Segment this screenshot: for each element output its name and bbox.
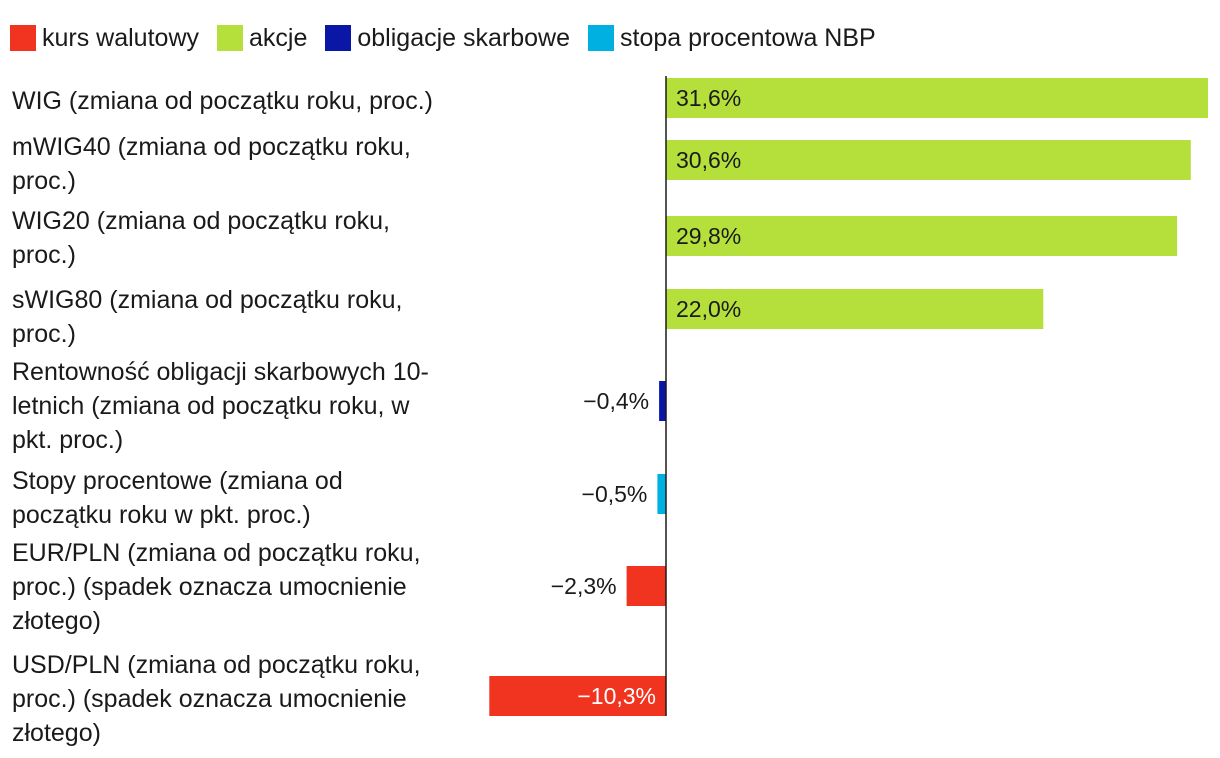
legend-item-stopa: stopa procentowa NBP [588, 24, 876, 53]
category-label-4: Rentowność obligacji skarbowych 10-letni… [12, 358, 429, 454]
bar-0 [666, 78, 1208, 118]
category-label-3: sWIG80 (zmiana od początku roku, proc.) [12, 286, 402, 348]
legend-label-kurs: kurs walutowy [42, 23, 199, 52]
bar-5 [657, 474, 666, 514]
value-label-0: 31,6% [676, 85, 741, 111]
bar-6 [626, 566, 666, 606]
legend-label-akcje: akcje [249, 23, 308, 52]
category-label-7: USD/PLN (zmiana od początku roku, proc.) … [12, 651, 421, 747]
bar-7 [489, 676, 666, 716]
bar-2 [666, 216, 1178, 256]
category-label-5: Stopy procentowe (zmiana od początku roku… [12, 467, 343, 529]
bar-4 [659, 381, 666, 421]
legend-label-obligacje: obligacje skarbowe [357, 23, 570, 52]
value-label-7: −10,3% [577, 683, 656, 709]
category-label-2: WIG20 (zmiana od początku roku, proc.) [12, 207, 390, 269]
value-label-2: 29,8% [676, 223, 741, 249]
value-label-4: −0,4% [583, 388, 649, 414]
legend-item-kurs: kurs walutowy [10, 24, 199, 53]
value-label-3: 22,0% [676, 296, 741, 322]
category-label-6: EUR/PLN (zmiana od początku roku, proc.) … [12, 539, 421, 635]
legend-swatch-akcje [217, 25, 243, 51]
value-label-6: −2,3% [551, 573, 617, 599]
category-label-0: WIG (zmiana od początku roku, proc.) [12, 87, 433, 115]
bar-1 [666, 140, 1191, 180]
legend-swatch-obligacje [325, 25, 352, 51]
legend-item-obligacje: obligacje skarbowe [325, 24, 570, 53]
legend-label-stopa: stopa procentowa NBP [620, 23, 876, 52]
bar-3 [666, 289, 1044, 329]
legend-swatch-kurs [10, 25, 36, 51]
value-label-5: −0,5% [582, 481, 648, 507]
legend: kurs walutowy akcje obligacje skarbowe s… [10, 20, 876, 56]
legend-item-akcje: akcje [217, 24, 307, 53]
value-label-1: 30,6% [676, 147, 741, 173]
category-label-1: mWIG40 (zmiana od początku roku, proc.) [12, 133, 411, 195]
legend-swatch-stopa [588, 25, 614, 51]
